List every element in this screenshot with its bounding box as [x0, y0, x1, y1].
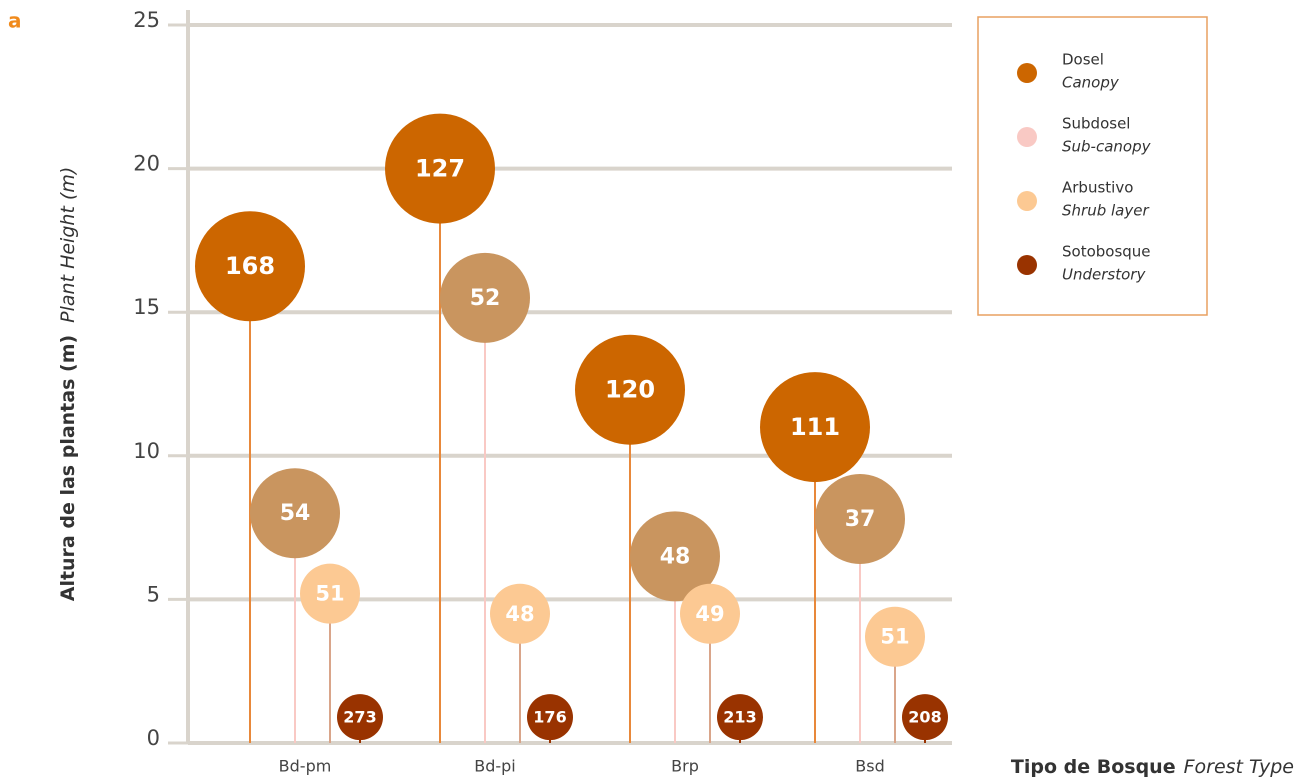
bubble [337, 694, 383, 741]
panel-label: a [8, 9, 22, 33]
legend-marker [1017, 191, 1037, 211]
x-label-en: Forest Type [1184, 756, 1294, 778]
y-label: Altura de las plantas (m) [57, 335, 79, 601]
bubble [385, 113, 495, 224]
count-label: 273 [343, 708, 376, 727]
y-label-en: Plant Height (m) [57, 167, 79, 323]
bubble [527, 694, 573, 741]
count-label: 208 [908, 708, 941, 727]
bubble [815, 473, 905, 564]
count-label: 176 [533, 708, 566, 727]
count-label: 48 [660, 544, 691, 569]
count-label: 48 [505, 602, 534, 626]
bubble [575, 334, 685, 445]
count-label: 120 [605, 376, 655, 404]
legend-box [977, 16, 1208, 316]
legend-label-en: Canopy [1062, 74, 1120, 92]
legend-marker [1017, 127, 1037, 147]
bubble [717, 694, 763, 741]
bubble [300, 563, 360, 624]
count-label: 127 [415, 155, 465, 183]
bubble [490, 583, 550, 644]
bubble [760, 372, 870, 483]
legend-label: Sotobosque [1062, 243, 1151, 261]
legend-label: Subdosel [1062, 115, 1130, 133]
count-label: 37 [845, 507, 876, 532]
bubble [902, 694, 948, 741]
count-label: 51 [315, 582, 344, 606]
bubble [195, 211, 305, 322]
count-label: 51 [880, 625, 909, 649]
legend-marker [1017, 63, 1037, 83]
count-label: 54 [280, 501, 311, 526]
legend-label-en: Shrub layer [1062, 202, 1149, 220]
count-label: 52 [470, 286, 501, 311]
count-label: 49 [695, 602, 724, 626]
legend-label: Arbustivo [1062, 179, 1133, 197]
bubble [865, 606, 925, 667]
legend-label-en: Understory [1062, 266, 1146, 284]
bubble [680, 583, 740, 644]
y-axis-title: Altura de las plantas (m) Plant Height (m… [57, 167, 79, 602]
count-label: 111 [790, 413, 840, 441]
x-axis-title: Tipo de Bosque Forest Type [1011, 756, 1294, 778]
count-label: 213 [723, 708, 756, 727]
legend-label-en: Sub-canopy [1062, 138, 1152, 156]
legend-marker [1017, 255, 1037, 275]
x-label: Tipo de Bosque [1011, 756, 1176, 778]
y-tick-label: 5 [147, 582, 160, 606]
y-tick-label: 20 [133, 152, 160, 176]
bubble [630, 511, 720, 602]
x-tick-label: Bsd [855, 757, 884, 776]
bubble [250, 468, 340, 559]
bubble [440, 252, 530, 343]
count-label: 168 [225, 252, 275, 280]
x-tick-label: Bd-pi [474, 757, 516, 776]
legend-label: Dosel [1062, 51, 1104, 69]
x-tick-label: Bd-pm [279, 757, 332, 776]
y-tick-label: 0 [147, 726, 160, 750]
y-tick-label: 25 [133, 8, 160, 32]
x-tick-label: Brp [671, 757, 699, 776]
y-tick-label: 15 [133, 295, 160, 319]
y-tick-label: 10 [133, 439, 160, 463]
